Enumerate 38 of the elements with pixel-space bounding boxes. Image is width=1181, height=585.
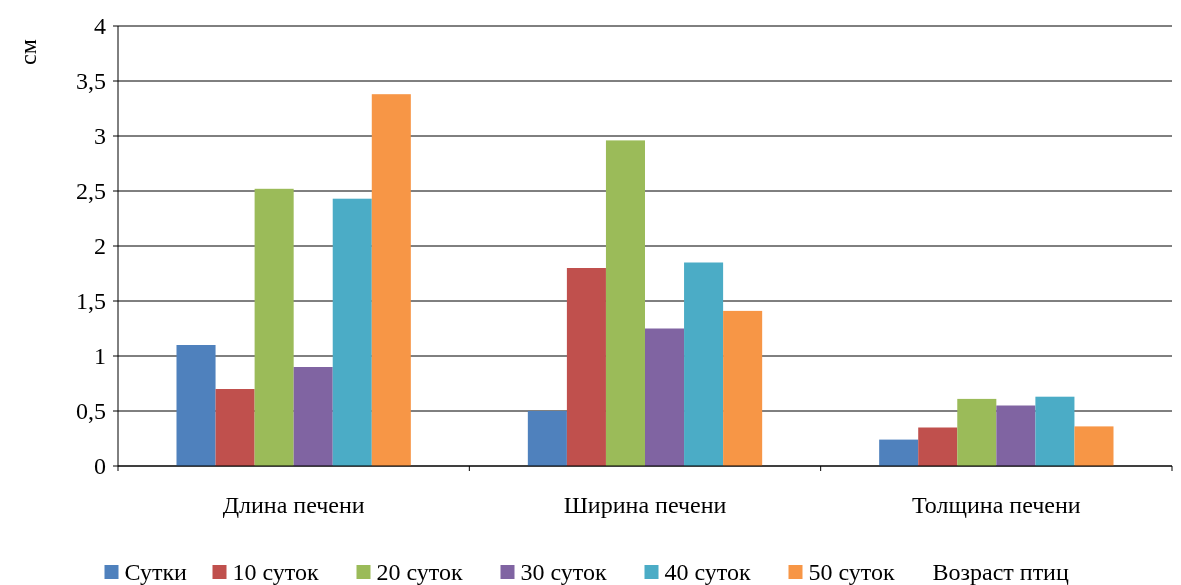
y-tick-label: 1 <box>94 343 106 370</box>
y-tick-label: 3,5 <box>76 68 106 95</box>
y-tick-label: 0,5 <box>76 398 106 425</box>
bar <box>566 268 606 466</box>
x-tick-label: Длина печени <box>222 492 365 518</box>
y-tick-label: 3 <box>94 123 106 150</box>
bar <box>371 94 411 466</box>
legend-label: 10 суток <box>232 559 320 585</box>
bar <box>527 411 567 466</box>
bar <box>684 262 724 466</box>
bar <box>918 427 958 466</box>
legend-label: 40 суток <box>664 559 752 585</box>
bar <box>332 198 372 466</box>
bar <box>1074 426 1114 466</box>
bar <box>957 398 997 466</box>
bar <box>254 188 294 466</box>
bar <box>605 140 645 466</box>
legend-label: Сутки <box>124 559 188 585</box>
bar <box>723 310 763 466</box>
y-axis-title: см <box>15 39 41 65</box>
y-tick-label: 2 <box>94 233 106 260</box>
bar <box>879 439 919 466</box>
y-tick-label: 4 <box>94 13 106 40</box>
legend-label: 30 суток <box>520 559 608 585</box>
bar <box>1035 396 1075 466</box>
bar <box>996 405 1036 466</box>
bar <box>293 367 333 466</box>
x-tick-label: Ширина печени <box>563 492 727 518</box>
legend-title: Возраст птиц <box>932 559 1069 585</box>
y-tick-label: 2,5 <box>76 178 106 205</box>
bar <box>215 389 255 466</box>
x-tick-label: Толщина печени <box>912 492 1081 518</box>
legend-label: 50 суток <box>808 559 896 585</box>
y-tick-label: 0 <box>94 453 106 480</box>
bar <box>176 345 216 466</box>
y-tick-label: 1,5 <box>76 288 106 315</box>
bar <box>645 328 685 466</box>
legend-label: 20 суток <box>376 559 464 585</box>
